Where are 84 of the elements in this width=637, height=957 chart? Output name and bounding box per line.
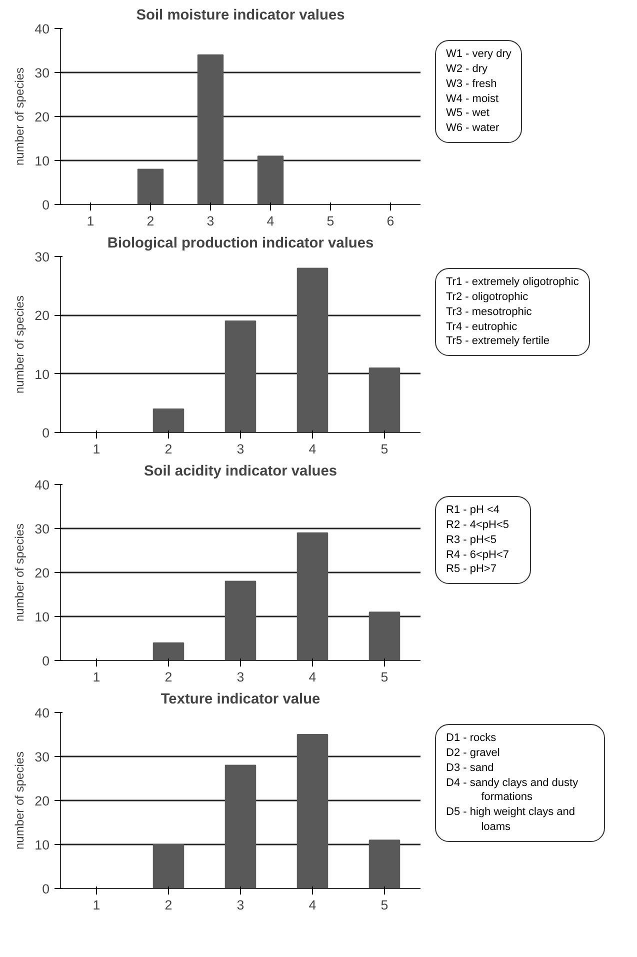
x-tick-label: 5 — [326, 214, 334, 228]
y-tick-label: 10 — [34, 154, 50, 168]
bar — [152, 642, 184, 660]
x-tick-label: 5 — [380, 442, 388, 456]
bar — [152, 844, 184, 888]
x-tick-label: 3 — [236, 442, 244, 456]
x-tick-label: 1 — [92, 442, 100, 456]
y-tick-label: 10 — [34, 366, 50, 382]
text: Tr3 - mesotrophic — [446, 304, 533, 320]
x-tick-label: 4 — [266, 214, 275, 228]
text: W6 - water — [446, 121, 500, 136]
y-tick-label: 30 — [34, 66, 50, 80]
y-axis-title: number of species — [12, 523, 27, 622]
y-tick-label: 40 — [34, 22, 50, 36]
y-tick-label: 20 — [34, 566, 50, 580]
text: W2 - dry — [446, 62, 489, 77]
bar — [137, 168, 164, 204]
x-tick-label: 1 — [92, 898, 100, 912]
text: R5 - pH>7 — [446, 562, 498, 578]
y-tick-label: 20 — [34, 308, 50, 324]
chart-title: Biological production indicator values — [107, 236, 374, 252]
bar — [296, 734, 328, 888]
x-tick-label: 2 — [164, 442, 172, 456]
text: Tr2 - oligotrophic — [446, 290, 530, 305]
chart-title: Soil acidity indicator values — [144, 464, 338, 480]
y-tick-label: 30 — [34, 522, 50, 536]
text: Tr5 - extremely fertile — [446, 334, 551, 350]
y-tick-label: 10 — [34, 838, 50, 852]
text: D4 - sandy clays and dusty formations — [446, 776, 580, 806]
x-tick-label: 6 — [386, 214, 394, 228]
bar — [197, 54, 224, 204]
x-tick-label: 4 — [308, 442, 317, 456]
text: R1 - pH <4 — [446, 503, 500, 518]
y-tick-label: 20 — [34, 110, 50, 124]
text: W4 - moist — [446, 92, 500, 106]
y-tick-label: 0 — [42, 654, 50, 668]
x-tick-label: 1 — [86, 214, 94, 228]
bar — [296, 268, 328, 432]
text: D2 - gravel — [446, 746, 501, 761]
x-tick-label: 4 — [308, 898, 317, 912]
bar — [152, 408, 184, 432]
text: Tr4 - eutrophic — [446, 320, 518, 334]
x-tick-label: 2 — [164, 898, 172, 912]
text: D5 - high weight clays and loams — [446, 805, 576, 835]
x-tick-label: 5 — [380, 670, 388, 684]
y-tick-label: 30 — [34, 250, 50, 264]
y-tick-label: 0 — [42, 882, 50, 896]
y-tick-label: 30 — [34, 750, 50, 764]
bar — [368, 367, 400, 432]
y-tick-label: 0 — [42, 426, 50, 440]
y-axis-title: number of species — [12, 751, 27, 850]
y-tick-label: 0 — [42, 198, 50, 212]
text: W3 - fresh — [446, 76, 498, 92]
bar — [224, 764, 256, 888]
bar — [224, 580, 256, 660]
bar — [224, 320, 256, 432]
x-tick-label: 1 — [92, 670, 100, 684]
text: R3 - pH<5 — [446, 532, 498, 548]
y-tick-label: 20 — [34, 794, 50, 808]
chart-title: Soil moisture indicator values — [136, 8, 345, 24]
text: R2 - 4<pH<5 — [446, 518, 510, 533]
x-tick-label: 4 — [308, 670, 317, 684]
text: D3 - sand — [446, 760, 495, 776]
text: D1 - rocks — [446, 731, 498, 746]
y-tick-label: 10 — [34, 610, 50, 624]
x-tick-label: 3 — [236, 670, 244, 684]
bar — [257, 156, 284, 204]
bar — [296, 532, 328, 660]
x-tick-label: 2 — [146, 214, 154, 228]
y-axis-title: number of species — [12, 295, 27, 394]
y-tick-label: 40 — [34, 478, 50, 492]
text: R4 - 6<pH<7 — [446, 548, 510, 562]
x-tick-label: 3 — [206, 214, 214, 228]
x-tick-label: 2 — [164, 670, 172, 684]
x-tick-label: 5 — [380, 898, 388, 912]
text: Tr1 - extremely oligotrophic — [446, 275, 579, 290]
bar — [368, 840, 400, 888]
chart-title: Texture indicator value — [160, 692, 320, 708]
x-tick-label: 3 — [236, 898, 244, 912]
y-tick-label: 40 — [34, 706, 50, 720]
bar — [368, 612, 400, 660]
y-axis-title: number of species — [12, 67, 27, 166]
text: W5 - wet — [446, 106, 490, 122]
text: W1 - very dry — [446, 47, 512, 62]
